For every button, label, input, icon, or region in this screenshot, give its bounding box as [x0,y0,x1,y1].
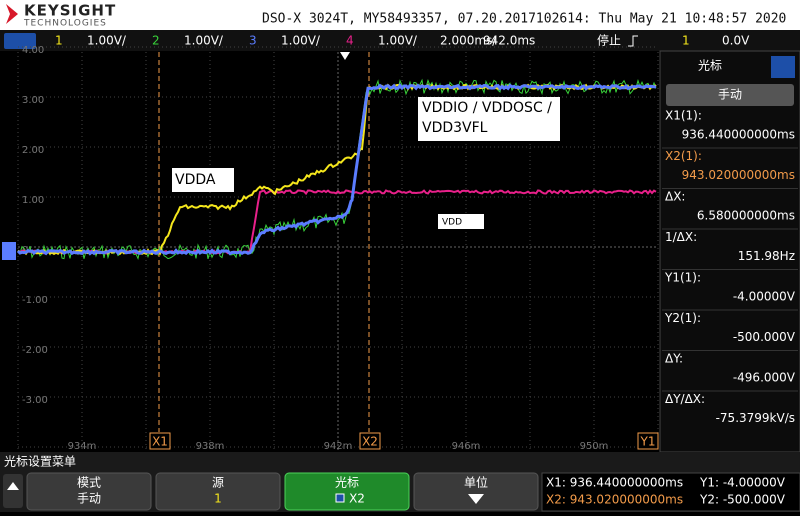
channel-number: 4 [346,34,354,48]
header-bar [0,0,800,30]
channel-scale: 1.00V/ [378,34,418,48]
trace-ch2 [17,78,657,260]
channel-number: 2 [152,34,160,48]
brand-sub: TECHNOLOGIES [23,19,107,29]
softkey-value: 1 [214,492,222,506]
annotation-box [172,168,234,192]
channel-number: 3 [249,34,257,48]
softkey[interactable] [284,472,410,511]
y-label: 1.00 [22,195,44,206]
y-label: -2.00 [22,345,48,356]
timebase: 2.000ms/ [440,34,497,48]
panel-icon[interactable] [771,56,795,78]
readout-box [541,472,800,512]
readout: X2: 943.020000000ms [546,493,683,507]
y-label: -1.00 [22,295,48,306]
y-label: 2.00 [22,145,44,156]
y-label: 3.00 [22,95,44,106]
row-label: X1(1): [665,109,702,123]
cursor-label: X2 [362,435,378,449]
row-value: -75.3799kV/s [716,411,795,425]
up-arrow [7,482,19,490]
cursor-tag [637,432,659,450]
annotation-box [438,214,484,229]
mode-button[interactable] [666,84,794,106]
menu-button[interactable] [4,33,36,49]
row-label: X2(1): [665,149,702,163]
row-value: 936.440000000ms [682,128,795,142]
delay: 942.0ms [483,34,535,48]
cursor-tag [149,432,171,450]
row-label: ΔX: [665,190,685,204]
brand: KEYSIGHT [24,2,116,20]
softkey-label: 模式 [77,476,101,490]
softkey[interactable] [413,472,539,511]
x-label: 950m [580,441,609,452]
down-arrow [468,494,484,504]
y-label: 4.00 [22,45,44,56]
run-state: 停止 [597,33,621,48]
softkey-label: 源 [212,476,224,490]
readout: Y2: -500.000V [699,493,786,507]
ground-marker [2,242,16,260]
x-label: 946m [452,441,481,452]
row-label: Y2(1): [664,311,701,325]
softkey[interactable] [26,472,152,511]
channel-scale: 1.00V/ [87,34,127,48]
trace-ch3 [16,83,657,256]
back-button[interactable] [3,474,23,508]
row-label: ΔY: [665,352,683,366]
trigger-source: 1 [682,34,690,48]
row-value: 6.580000000ms [697,209,795,223]
channel-scale: 1.00V/ [281,34,321,48]
softkey-value: X2 [349,492,365,506]
annotation: VDD [442,218,462,228]
row-value: 943.020000000ms [682,168,795,182]
y-label: -3.00 [22,395,48,406]
softkey-label: 单位 [464,475,488,490]
softkey-value: 手动 [77,492,101,506]
row-label: ΔY/ΔX: [665,392,705,406]
cursor-label: X1 [152,435,168,449]
mode-label: 手动 [718,88,742,102]
trigger-icon [628,35,638,47]
x-label: 934m [68,441,97,452]
row-value: 151.98Hz [738,249,795,263]
annotation: VDDIO / VDDOSC / [422,100,552,116]
menu-title: 光标设置菜单 [4,455,76,469]
cursor-label: Y1 [640,435,656,449]
source-swatch [335,493,345,503]
screen-title: DSO-X 3024T, MY58493357, 07.20.201710261… [262,12,786,27]
side-title: 光标 [698,59,722,73]
row-label: 1/ΔX: [665,230,697,244]
x-label: 938m [196,441,225,452]
readout: Y1: -4.00000V [699,476,786,490]
cursor-tag [359,432,381,450]
logo-mark [6,4,18,24]
x-label: 942m [324,441,353,452]
row-label: Y1(1): [664,271,701,285]
annotation: VDD3VFL [422,120,488,136]
readout: X1: 936.440000000ms [546,476,683,490]
row-value: -500.000V [733,330,796,344]
annotation-box [418,97,560,141]
softkey-label: 光标 [335,476,359,490]
softkey[interactable] [155,472,281,511]
row-value: -496.000V [733,371,796,385]
row-value: -4.00000V [733,290,796,304]
channel-number: 1 [55,34,63,48]
channel-scale: 1.00V/ [184,34,224,48]
trigger-marker [340,52,350,60]
trigger-level: 0.0V [722,34,750,48]
annotation: VDDA [175,172,216,188]
channel-bar [0,30,800,51]
